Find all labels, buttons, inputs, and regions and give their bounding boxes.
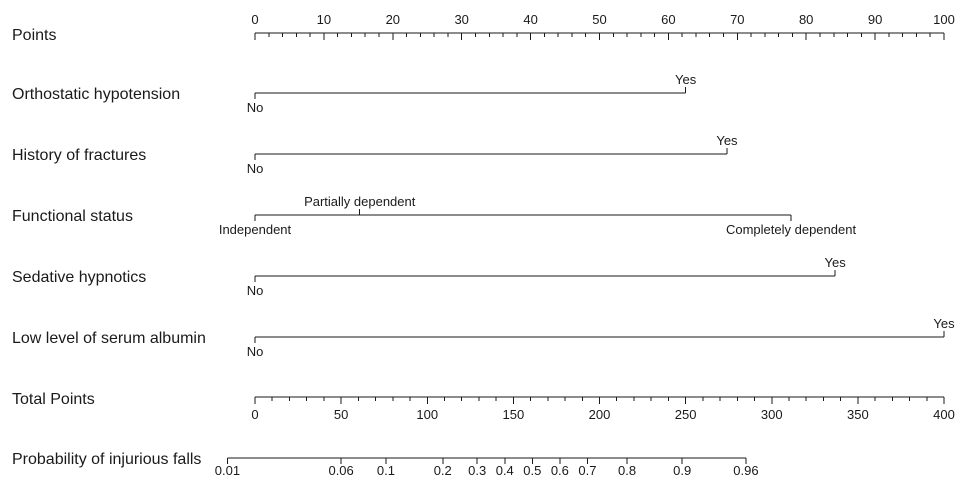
predictor-row: Functional status Independent Partially de… bbox=[12, 194, 856, 237]
predictor-level-label: Yes bbox=[933, 316, 955, 331]
probability-tick-label: 0.6 bbox=[551, 463, 569, 478]
total-tick-label: 250 bbox=[675, 407, 697, 422]
probability-tick-label: 0.96 bbox=[733, 463, 758, 478]
predictor-row: Sedative hypnotics No Yes bbox=[12, 255, 846, 298]
predictor-level-label: Completely dependent bbox=[726, 222, 856, 237]
probability-tick-label: 0.01 bbox=[215, 463, 240, 478]
probability-tick-label: 0.4 bbox=[496, 463, 514, 478]
predictor-row: Low level of serum albumin No Yes bbox=[12, 316, 955, 359]
points-tick-label: 100 bbox=[933, 12, 955, 27]
predictor-level-label: Yes bbox=[675, 72, 697, 87]
points-scale: Points 0 10 20 30 40 50 60 70 80 90 100 bbox=[12, 12, 955, 44]
total-tick-label: 350 bbox=[847, 407, 869, 422]
probability-tick-label: 0.8 bbox=[618, 463, 636, 478]
points-tick-label: 30 bbox=[454, 12, 468, 27]
predictor-label: History of fractures bbox=[12, 147, 146, 164]
predictor-level-label: No bbox=[247, 100, 264, 115]
probability-tick-label: 0.06 bbox=[328, 463, 353, 478]
total-tick-label: 100 bbox=[416, 407, 438, 422]
total-tick-label: 200 bbox=[589, 407, 611, 422]
predictor-label: Sedative hypnotics bbox=[12, 269, 146, 286]
probability-scale: Probability of injurious falls 0.01 0.06 0… bbox=[12, 451, 759, 478]
total-tick-label: 300 bbox=[761, 407, 783, 422]
total-tick-label: 0 bbox=[251, 407, 258, 422]
predictor-level-label: No bbox=[247, 161, 264, 176]
points-tick-label: 40 bbox=[523, 12, 537, 27]
total-tick-label: 400 bbox=[933, 407, 955, 422]
points-tick-label: 20 bbox=[386, 12, 400, 27]
predictor-level-label: Yes bbox=[716, 133, 738, 148]
predictor-level-label: Independent bbox=[219, 222, 292, 237]
probability-tick-label: 0.9 bbox=[673, 463, 691, 478]
predictor-level-label: No bbox=[247, 344, 264, 359]
points-tick-label: 10 bbox=[317, 12, 331, 27]
points-tick-label: 50 bbox=[592, 12, 606, 27]
predictor-label: Functional status bbox=[12, 208, 133, 225]
predictor-level-label: Yes bbox=[825, 255, 847, 270]
points-scale-label: Points bbox=[12, 27, 56, 44]
predictor-level-label: Partially dependent bbox=[304, 194, 416, 209]
predictor-row: History of fractures No Yes bbox=[12, 133, 738, 176]
total-points-scale: Total Points 0 50 100 150 200 250 300 350 400 bbox=[12, 391, 955, 422]
predictor-label: Low level of serum albumin bbox=[12, 330, 206, 347]
probability-tick-label: 0.1 bbox=[377, 463, 395, 478]
predictor-level-label: No bbox=[247, 283, 264, 298]
predictor-label: Orthostatic hypotension bbox=[12, 86, 180, 103]
total-tick-label: 50 bbox=[334, 407, 348, 422]
probability-tick-label: 0.3 bbox=[468, 463, 486, 478]
points-tick-label: 90 bbox=[868, 12, 882, 27]
total-points-label: Total Points bbox=[12, 391, 95, 408]
probability-tick-label: 0.7 bbox=[578, 463, 596, 478]
total-tick-label: 150 bbox=[503, 407, 525, 422]
predictor-row: Orthostatic hypotension No Yes bbox=[12, 72, 697, 115]
probability-label: Probability of injurious falls bbox=[12, 451, 201, 468]
points-tick-label: 60 bbox=[661, 12, 675, 27]
points-tick-label: 0 bbox=[251, 12, 258, 27]
probability-tick-label: 0.2 bbox=[434, 463, 452, 478]
points-tick-label: 80 bbox=[799, 12, 813, 27]
points-tick-label: 70 bbox=[730, 12, 744, 27]
probability-tick-label: 0.5 bbox=[523, 463, 541, 478]
